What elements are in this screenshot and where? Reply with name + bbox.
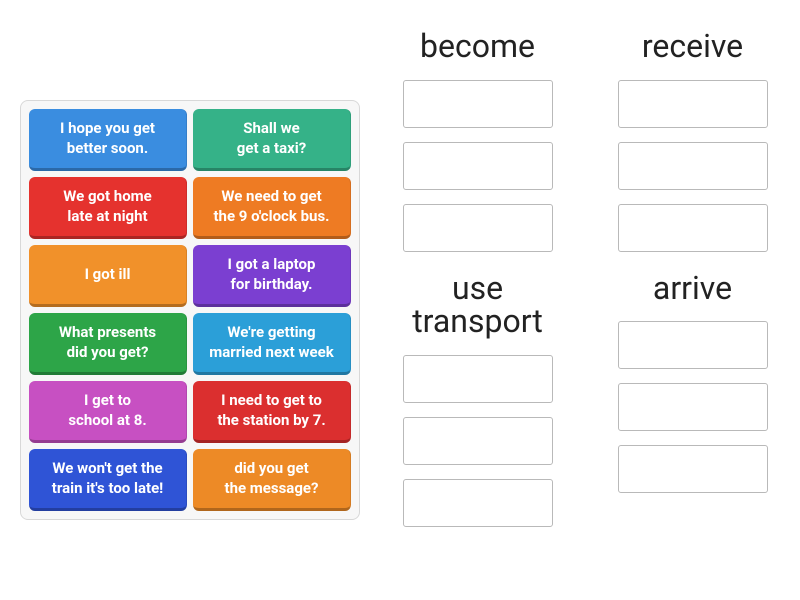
- draggable-card[interactable]: I hope you get better soon.: [29, 109, 187, 171]
- draggable-card[interactable]: I get to school at 8.: [29, 381, 187, 443]
- card-text-line: I hope you get: [60, 119, 155, 139]
- card-text-line: I got ill: [85, 265, 131, 285]
- card-text-line: train it's too late!: [52, 479, 163, 499]
- category-column-transport: use transport: [390, 272, 565, 541]
- drop-slot[interactable]: [618, 321, 768, 369]
- card-text-line: We won't get the: [52, 459, 162, 479]
- drop-slot[interactable]: [618, 80, 768, 128]
- drop-slot[interactable]: [403, 417, 553, 465]
- category-column-arrive: arrive: [605, 272, 780, 541]
- drop-slot[interactable]: [403, 479, 553, 527]
- category-title: receive: [642, 30, 743, 64]
- drop-slot[interactable]: [403, 355, 553, 403]
- card-text-line: for birthday.: [231, 275, 313, 295]
- drop-slot[interactable]: [618, 383, 768, 431]
- category-title-line: transport: [412, 302, 543, 340]
- card-text-line: We're getting: [227, 323, 315, 343]
- cards-panel: I hope you get better soon. Shall we get…: [20, 100, 360, 520]
- card-text-line: the message?: [225, 479, 319, 499]
- card-text-line: We need to get: [221, 187, 321, 207]
- card-text-line: married next week: [209, 343, 333, 363]
- draggable-card[interactable]: I need to get to the station by 7.: [193, 381, 351, 443]
- card-text-line: Shall we: [243, 119, 299, 139]
- category-title-line: use: [452, 269, 503, 307]
- draggable-card[interactable]: did you get the message?: [193, 449, 351, 511]
- draggable-card[interactable]: I got a laptop for birthday.: [193, 245, 351, 307]
- category-column-receive: receive: [605, 30, 780, 266]
- drop-slot[interactable]: [618, 204, 768, 252]
- card-text-line: We got home: [63, 187, 152, 207]
- card-text-line: I got a laptop: [228, 255, 316, 275]
- category-title: arrive: [653, 272, 732, 306]
- card-text-line: the 9 o'clock bus.: [213, 207, 329, 227]
- category-column-become: become: [390, 30, 565, 266]
- draggable-card[interactable]: We got home late at night: [29, 177, 187, 239]
- category-title: use transport: [412, 272, 543, 339]
- drop-slot[interactable]: [403, 204, 553, 252]
- card-text-line: better soon.: [67, 139, 148, 159]
- card-text-line: I need to get to: [221, 391, 322, 411]
- draggable-card[interactable]: We won't get the train it's too late!: [29, 449, 187, 511]
- drop-slot[interactable]: [403, 80, 553, 128]
- card-text-line: did you get: [234, 459, 308, 479]
- categories-area: become receive use transport: [390, 20, 780, 541]
- draggable-card[interactable]: What presents did you get?: [29, 313, 187, 375]
- draggable-card[interactable]: Shall we get a taxi?: [193, 109, 351, 171]
- card-text-line: the station by 7.: [217, 411, 325, 431]
- draggable-card[interactable]: I got ill: [29, 245, 187, 307]
- drop-slot[interactable]: [618, 445, 768, 493]
- card-text-line: I get to: [84, 391, 131, 411]
- category-title: become: [420, 30, 535, 64]
- card-text-line: late at night: [67, 207, 147, 227]
- draggable-card[interactable]: We're getting married next week: [193, 313, 351, 375]
- card-text-line: What presents: [59, 323, 156, 343]
- drop-slot[interactable]: [403, 142, 553, 190]
- card-text-line: get a taxi?: [237, 139, 306, 159]
- drop-slot[interactable]: [618, 142, 768, 190]
- card-text-line: school at 8.: [68, 411, 146, 431]
- card-text-line: did you get?: [67, 343, 149, 363]
- draggable-card[interactable]: We need to get the 9 o'clock bus.: [193, 177, 351, 239]
- category-title-line: arrive: [653, 269, 732, 307]
